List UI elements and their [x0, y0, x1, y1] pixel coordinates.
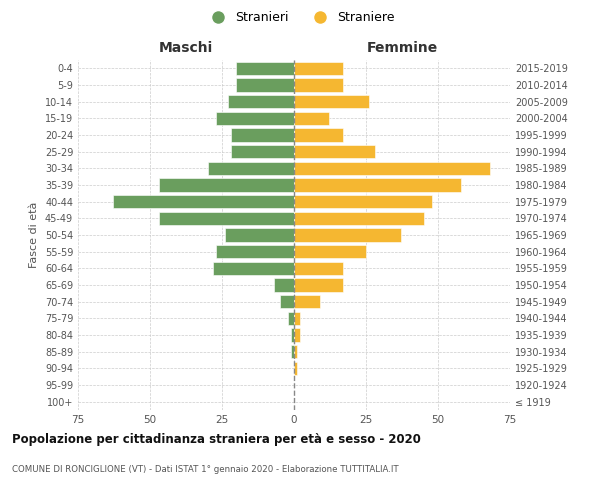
Bar	[291, 345, 294, 358]
Bar	[225, 228, 294, 241]
Bar	[216, 245, 294, 258]
Bar	[214, 262, 294, 275]
Bar	[236, 78, 294, 92]
Bar	[294, 345, 297, 358]
Bar	[280, 295, 294, 308]
Text: Popolazione per cittadinanza straniera per età e sesso - 2020: Popolazione per cittadinanza straniera p…	[12, 432, 421, 446]
Bar	[158, 212, 294, 225]
Bar	[236, 62, 294, 75]
Bar	[294, 145, 374, 158]
Bar	[294, 195, 432, 208]
Bar	[294, 245, 366, 258]
Bar	[294, 162, 490, 175]
Bar	[294, 212, 424, 225]
Bar	[294, 295, 320, 308]
Bar	[294, 312, 300, 325]
Bar	[291, 328, 294, 342]
Bar	[294, 128, 343, 141]
Bar	[294, 95, 369, 108]
Bar	[294, 362, 297, 375]
Bar	[208, 162, 294, 175]
Bar	[230, 128, 294, 141]
Bar	[294, 228, 401, 241]
Bar	[216, 112, 294, 125]
Bar	[294, 278, 343, 291]
Bar	[228, 95, 294, 108]
Bar	[294, 112, 329, 125]
Bar	[274, 278, 294, 291]
Bar	[158, 178, 294, 192]
Bar	[230, 145, 294, 158]
Bar	[288, 312, 294, 325]
Bar	[294, 262, 343, 275]
Y-axis label: Fasce di età: Fasce di età	[29, 202, 39, 268]
Bar	[294, 178, 461, 192]
Text: Femmine: Femmine	[367, 41, 437, 55]
Bar	[113, 195, 294, 208]
Text: COMUNE DI RONCIGLIONE (VT) - Dati ISTAT 1° gennaio 2020 - Elaborazione TUTTITALI: COMUNE DI RONCIGLIONE (VT) - Dati ISTAT …	[12, 466, 398, 474]
Bar	[294, 328, 300, 342]
Bar	[294, 78, 343, 92]
Legend: Stranieri, Straniere: Stranieri, Straniere	[200, 6, 400, 29]
Bar	[294, 62, 343, 75]
Text: Maschi: Maschi	[159, 41, 213, 55]
